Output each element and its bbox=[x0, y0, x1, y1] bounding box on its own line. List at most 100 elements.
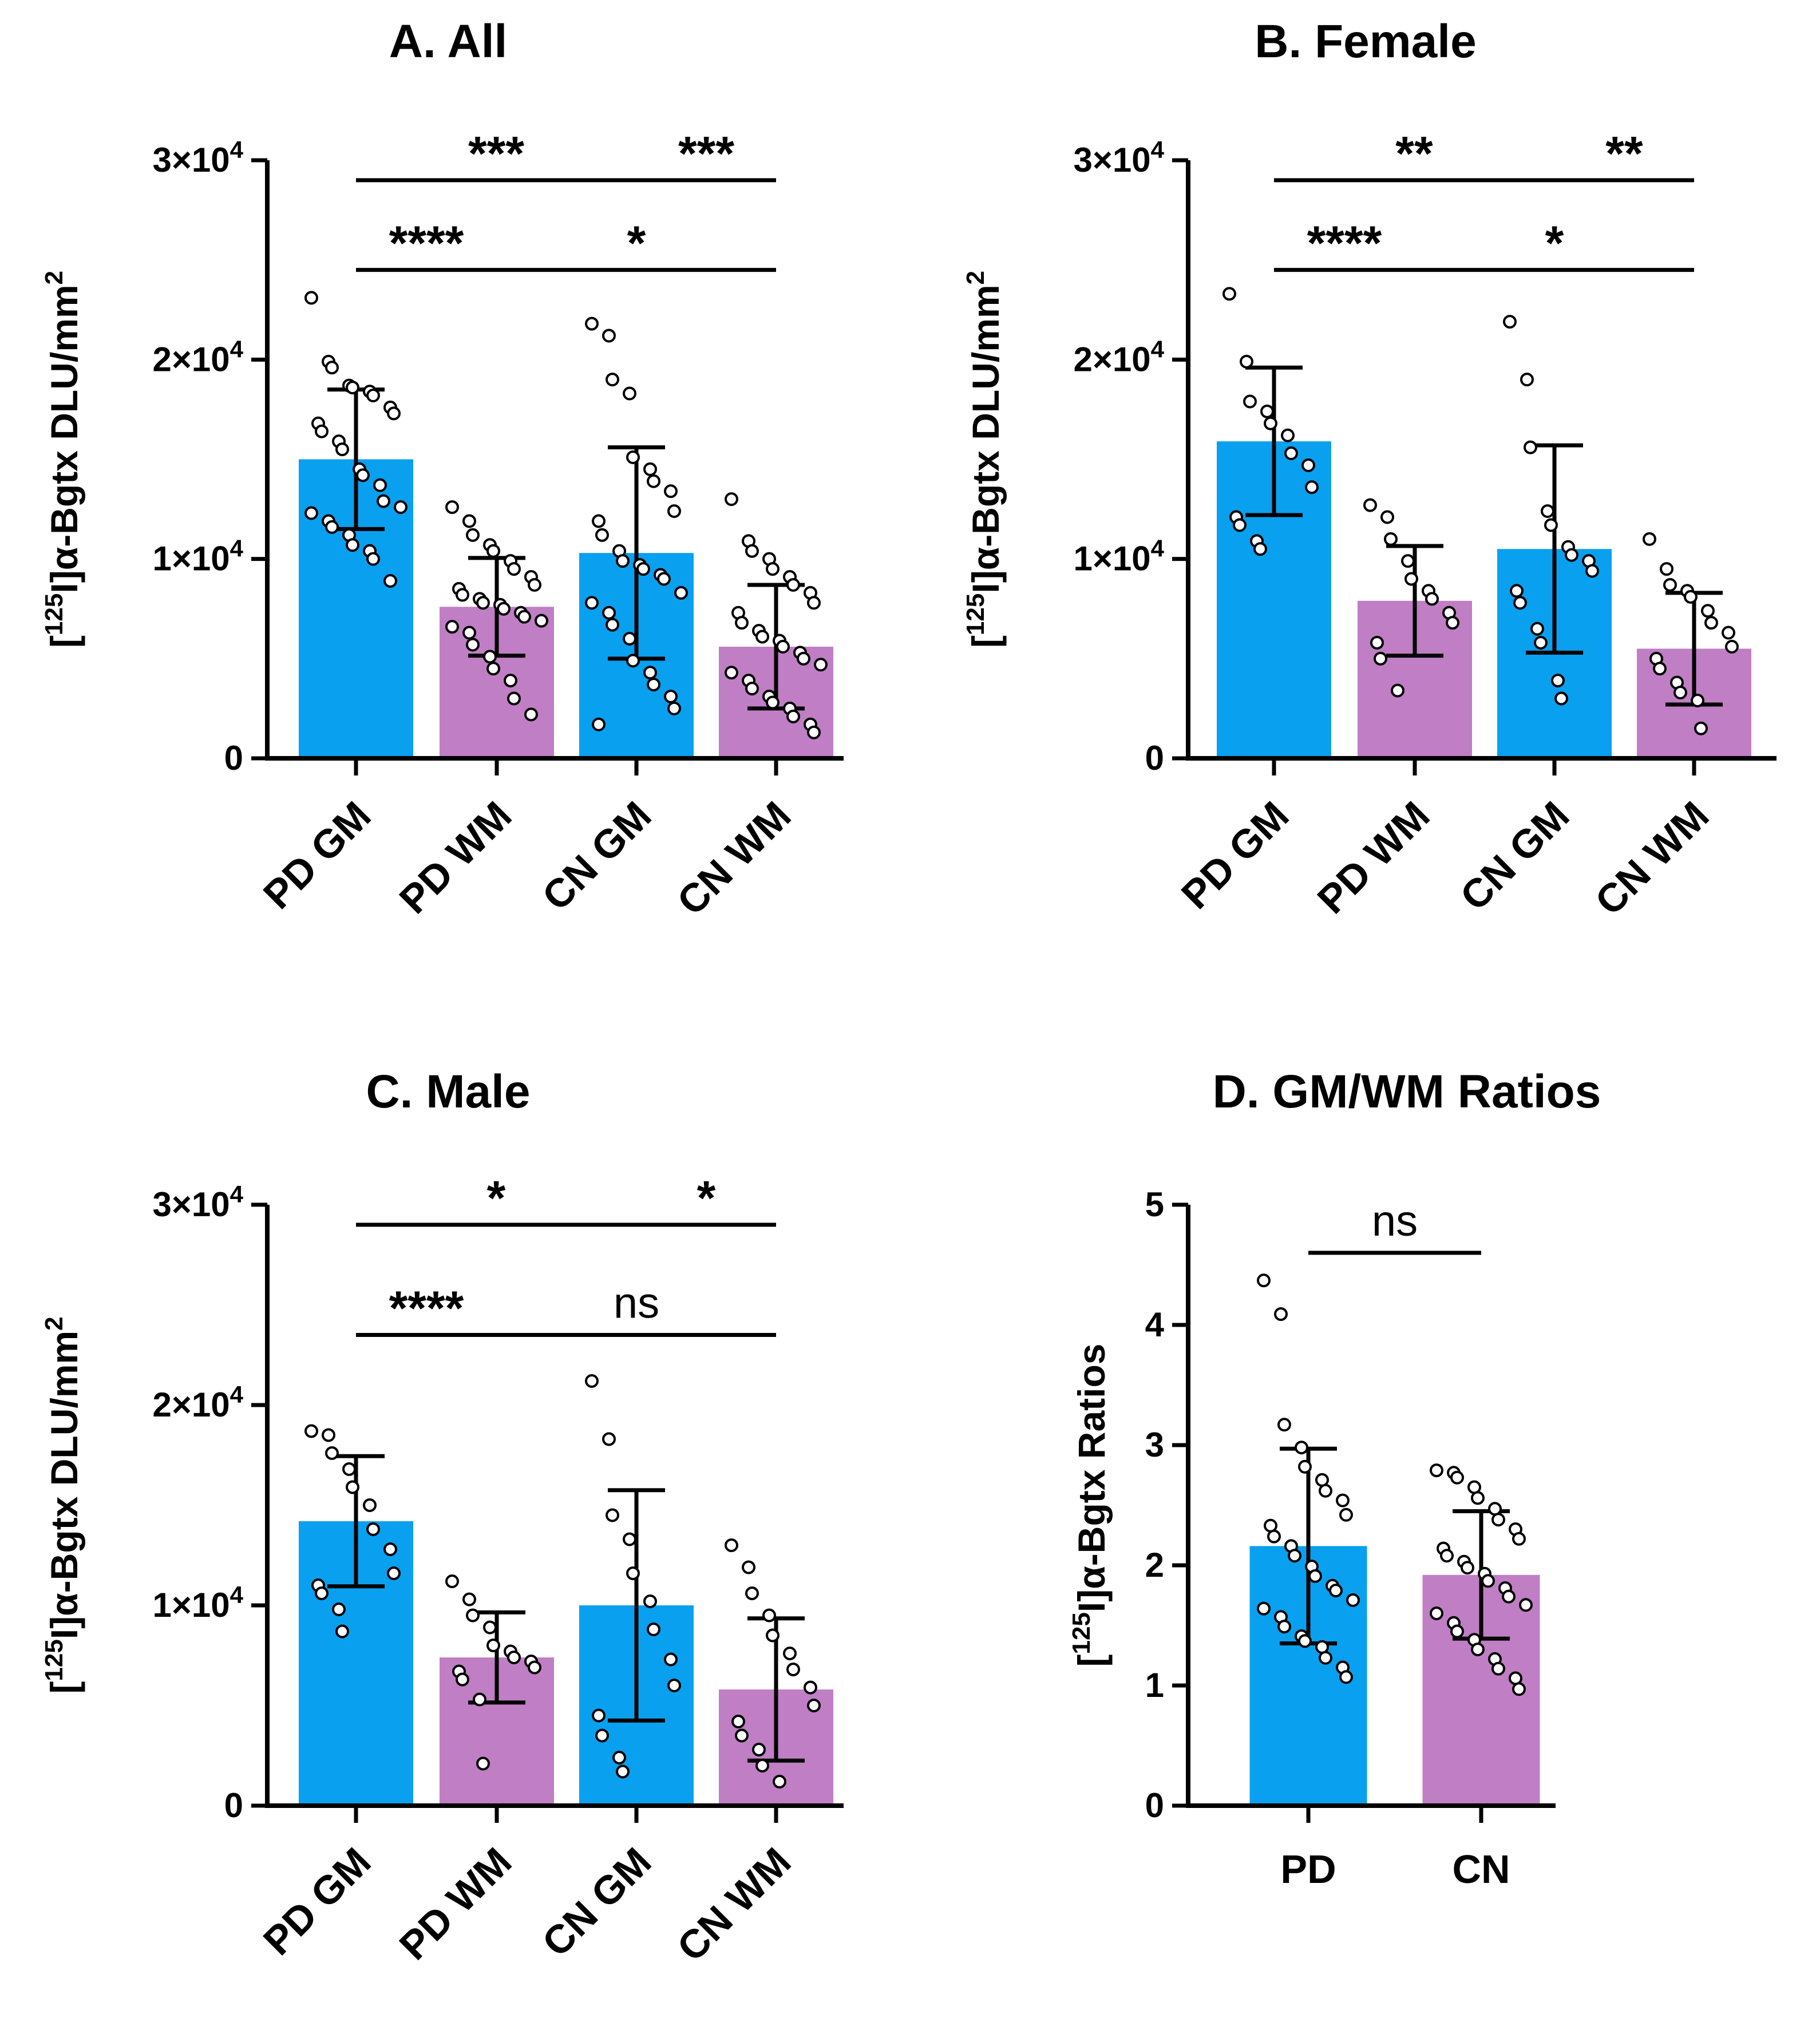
data-point bbox=[1329, 1584, 1343, 1598]
data-point bbox=[667, 504, 681, 519]
data-point bbox=[1295, 1441, 1308, 1455]
significance-label: * bbox=[697, 1171, 716, 1225]
data-point bbox=[466, 638, 480, 652]
data-point bbox=[462, 626, 476, 640]
y-tick-label: 1×104 bbox=[1073, 535, 1164, 578]
y-tick-label: 1 bbox=[1145, 1666, 1164, 1704]
data-point bbox=[377, 494, 390, 508]
significance-label: **** bbox=[389, 216, 464, 270]
y-tick-label: 1×104 bbox=[152, 535, 243, 578]
chart-title: D. GM/WM Ratios bbox=[1213, 1066, 1601, 1118]
data-point bbox=[592, 514, 606, 528]
data-point bbox=[643, 666, 657, 680]
panel-A: A. All [125I]α-Bgtx DLU/mm2 0 1×104 2×104 3×1… bbox=[40, 15, 844, 924]
data-point bbox=[462, 1592, 476, 1607]
significance-label: * bbox=[627, 216, 646, 270]
y-axis-label: [125I]α-Bgtx DLU/mm2 bbox=[962, 271, 1007, 648]
data-point bbox=[325, 520, 339, 534]
data-point bbox=[623, 632, 636, 646]
x-tick-label: PD WM bbox=[391, 1839, 520, 1968]
y-tick-label: 0 bbox=[224, 1786, 243, 1825]
data-point bbox=[335, 442, 349, 457]
data-point bbox=[1673, 686, 1687, 700]
data-point bbox=[476, 596, 490, 610]
data-point bbox=[1461, 1561, 1474, 1575]
data-point bbox=[366, 389, 380, 403]
x-tick-label: PD WM bbox=[391, 793, 520, 922]
data-point bbox=[342, 1462, 356, 1476]
data-point bbox=[1704, 616, 1718, 630]
data-point bbox=[462, 514, 476, 528]
data-point bbox=[657, 572, 671, 586]
data-point bbox=[1260, 404, 1274, 418]
significance-label: **** bbox=[389, 1281, 464, 1335]
data-point bbox=[1694, 721, 1708, 735]
data-point bbox=[755, 1759, 769, 1772]
data-point bbox=[1284, 446, 1298, 461]
y-axis-label: [125I]α-Bgtx Ratios bbox=[1067, 1344, 1113, 1667]
data-point bbox=[304, 506, 318, 520]
data-point bbox=[373, 478, 387, 492]
data-point bbox=[643, 462, 657, 476]
data-point bbox=[1524, 440, 1537, 454]
data-point bbox=[1565, 548, 1578, 562]
data-point bbox=[366, 552, 380, 566]
data-point bbox=[1298, 1634, 1312, 1648]
data-point bbox=[1519, 1598, 1533, 1612]
data-point bbox=[626, 654, 640, 668]
x-tick-label: CN WM bbox=[1586, 793, 1717, 923]
data-point bbox=[773, 1775, 786, 1788]
data-point bbox=[1450, 1624, 1464, 1639]
significance-label: **** bbox=[1307, 216, 1382, 270]
y-tick-label: 2×104 bbox=[152, 335, 243, 378]
data-point bbox=[483, 1620, 497, 1635]
data-point bbox=[387, 406, 401, 421]
y-tick-label: 3×104 bbox=[1073, 136, 1164, 179]
y-tick-label: 0 bbox=[1145, 1786, 1164, 1825]
data-point bbox=[667, 1679, 681, 1692]
data-point bbox=[766, 562, 780, 576]
data-point bbox=[1701, 604, 1715, 618]
data-point bbox=[476, 1756, 490, 1771]
data-point bbox=[585, 316, 599, 331]
data-point bbox=[643, 1594, 657, 1608]
data-point bbox=[528, 1660, 541, 1675]
data-point bbox=[807, 725, 821, 739]
data-point bbox=[383, 573, 397, 588]
data-point bbox=[752, 1743, 766, 1756]
data-point bbox=[1401, 554, 1415, 568]
x-tick-label: CN GM bbox=[533, 1839, 659, 1965]
significance-label: ** bbox=[1605, 126, 1643, 180]
data-point bbox=[1691, 693, 1704, 707]
y-tick-label: 0 bbox=[224, 739, 243, 777]
data-point bbox=[1502, 1589, 1516, 1604]
data-point bbox=[595, 1728, 609, 1743]
data-point bbox=[1370, 635, 1384, 650]
data-point bbox=[1384, 532, 1398, 546]
data-point bbox=[1277, 1620, 1291, 1634]
data-point bbox=[315, 1586, 329, 1600]
data-point bbox=[387, 1566, 401, 1580]
data-point bbox=[606, 618, 619, 632]
x-tick-label: PD GM bbox=[255, 793, 379, 917]
x-tick-label: CN GM bbox=[533, 793, 659, 919]
data-point bbox=[456, 1672, 469, 1687]
data-point bbox=[1541, 504, 1554, 519]
data-point bbox=[445, 1574, 459, 1588]
data-point bbox=[1544, 518, 1558, 532]
y-axis-label: [125I]α-Bgtx DLU/mm2 bbox=[40, 271, 85, 648]
data-point bbox=[1440, 1549, 1454, 1563]
data-point bbox=[664, 690, 678, 704]
data-point bbox=[1346, 1593, 1360, 1607]
data-point bbox=[647, 1623, 660, 1636]
data-point bbox=[1512, 1532, 1526, 1546]
data-point bbox=[517, 610, 531, 624]
chart-title: B. Female bbox=[1255, 15, 1476, 68]
data-point bbox=[725, 666, 738, 680]
data-point bbox=[1554, 691, 1568, 706]
panel-D: D. GM/WM Ratios [125I]α-Bgtx Ratios 0 1 2 3 4 5… bbox=[1067, 1066, 1601, 1892]
data-point bbox=[623, 386, 636, 401]
data-point bbox=[725, 1538, 738, 1552]
data-point bbox=[1534, 635, 1548, 650]
